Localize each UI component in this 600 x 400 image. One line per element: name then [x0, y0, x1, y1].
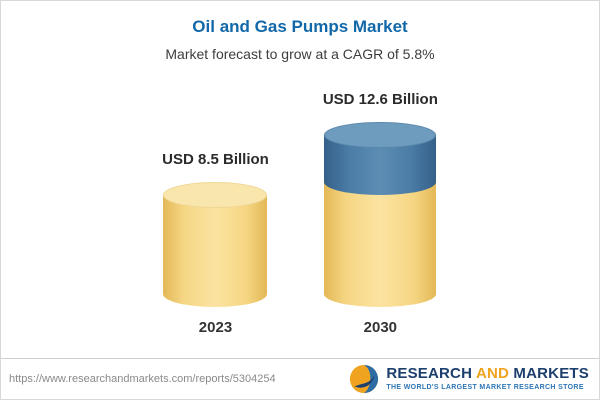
- chart-subtitle: Market forecast to grow at a CAGR of 5.8…: [165, 46, 435, 62]
- chart-title: Oil and Gas Pumps Market: [192, 17, 408, 36]
- logo-wordmark: RESEARCH AND MARKETS: [386, 364, 589, 383]
- bar-group-2030: USD 12.6 Billion 2030: [323, 91, 438, 336]
- research-and-markets-logo: RESEARCH AND MARKETS THE WORLD'S LARGEST…: [349, 364, 589, 394]
- bar-chart: USD 8.5 Billion 2023 USD 12.6 Billion 20…: [1, 62, 599, 358]
- logo-word-research: RESEARCH: [386, 364, 473, 382]
- cylinder-2030-yellow-section: [324, 182, 437, 307]
- chart-header: Oil and Gas Pumps Market Market forecast…: [1, 1, 599, 62]
- source-url: https://www.researchandmarkets.com/repor…: [9, 373, 276, 385]
- year-label-2023: 2023: [198, 319, 233, 336]
- logo-word-and: AND: [475, 364, 510, 382]
- logo-text: RESEARCH AND MARKETS THE WORLD'S LARGEST…: [386, 364, 589, 392]
- cylinder-2023: [163, 182, 268, 307]
- value-label-2030: USD 12.6 Billion: [322, 91, 438, 108]
- cylinder-2030: [324, 122, 437, 307]
- cylinder-2023-cap: [163, 182, 268, 208]
- cylinder-2030-cap: [324, 122, 437, 148]
- logo-word-markets: MARKETS: [513, 364, 589, 382]
- year-label-2030: 2030: [363, 319, 398, 336]
- value-label-2023: USD 8.5 Billion: [162, 151, 269, 168]
- bar-group-2023: USD 8.5 Billion 2023: [162, 151, 269, 336]
- cylinder-2023-body: [163, 195, 268, 307]
- logo-tagline: THE WORLD'S LARGEST MARKET RESEARCH STOR…: [386, 384, 584, 392]
- footer: https://www.researchandmarkets.com/repor…: [1, 358, 599, 399]
- globe-icon: [350, 364, 379, 394]
